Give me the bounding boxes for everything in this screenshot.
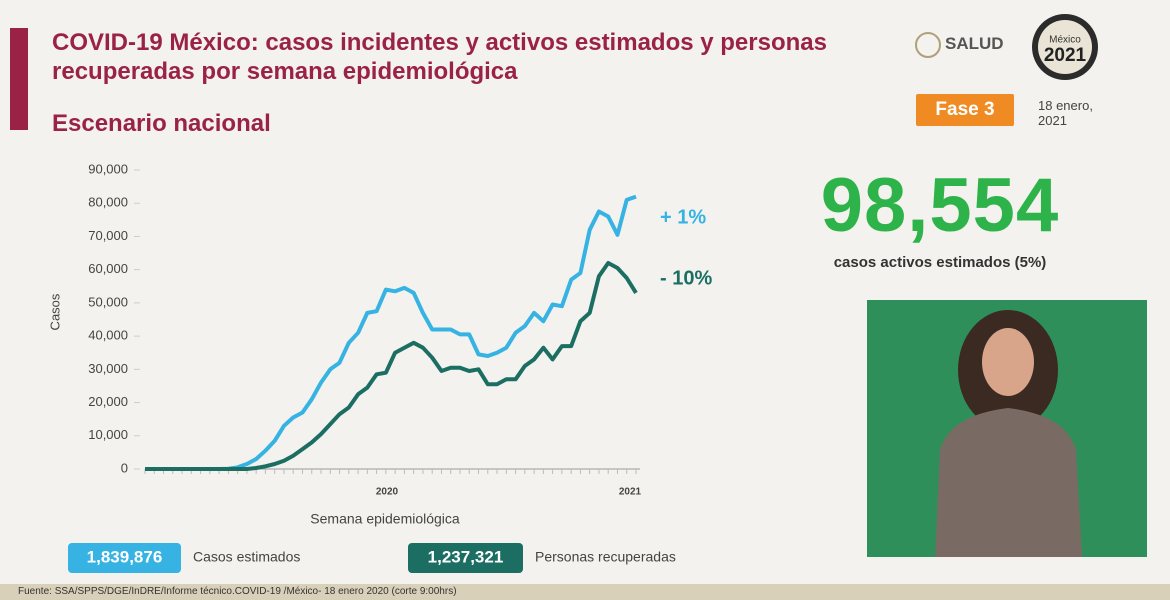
subtitle: Escenario nacional: [52, 110, 271, 137]
legend-total: 1,237,321: [428, 547, 504, 566]
series-line: [145, 194, 637, 471]
year-label: 2021: [619, 487, 642, 498]
kpi-label: casos activos estimados (5%): [833, 254, 1047, 271]
y-tick-label: 30,000: [88, 361, 128, 376]
interpreter-body: [935, 408, 1082, 557]
y-tick-label: 10,000: [88, 427, 128, 442]
year-emblem-inner: [1038, 20, 1092, 74]
y-tick-label: 90,000: [88, 161, 128, 176]
legend-swatch: [408, 543, 523, 573]
y-tick-label: 60,000: [88, 261, 128, 276]
series-line: [145, 261, 638, 471]
legend-label: Personas recuperadas: [535, 549, 676, 565]
y-tick-label: 70,000: [88, 228, 128, 243]
kpi-value: 98,554: [820, 163, 1060, 248]
year-logo-line: 2021: [1044, 45, 1087, 66]
title: COVID-19 México: casos incidentes y acti…: [52, 29, 827, 85]
accent-bar: [10, 28, 28, 130]
y-tick-label: 40,000: [88, 328, 128, 343]
legend-label: Casos estimados: [193, 549, 300, 565]
annotation: - 10%: [660, 267, 712, 289]
date: 18 enero, 2021: [1038, 98, 1093, 128]
y-tick-label: 0: [121, 460, 128, 475]
footer: Fuente: SSA/SPPS/DGE/InDRE/Informe técni…: [0, 584, 1170, 600]
y-axis-label: Casos: [47, 293, 62, 330]
y-tick-label: 80,000: [88, 195, 128, 210]
y-tick-label: 20,000: [88, 394, 128, 409]
legend-total: 1,839,876: [87, 547, 163, 566]
logo-text: SALUD: [945, 34, 1004, 53]
chart: México 2021 0 10,000 20,000 30,000 40,000 50,…: [47, 14, 1147, 573]
phase-badge: Fase 3: [916, 94, 1014, 126]
x-axis-label: Semana epidemiológica: [310, 511, 460, 527]
year-logo-line: México: [1049, 35, 1081, 46]
annotation: + 1%: [660, 206, 706, 228]
emblem: [915, 32, 941, 58]
year-label: 2020: [376, 487, 399, 498]
y-tick-label: 50,000: [88, 294, 128, 309]
interpreter-face: [982, 328, 1034, 396]
legend-swatch: [68, 543, 181, 573]
